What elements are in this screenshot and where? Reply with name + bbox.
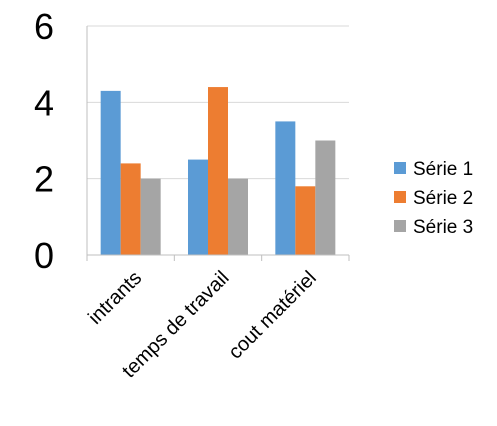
x-category-label-1: intrants	[84, 267, 146, 329]
legend-label-2: Série 2	[413, 188, 473, 209]
bar-2-1	[120, 163, 141, 255]
bar-2-2	[208, 87, 228, 255]
legend-swatch-3	[394, 220, 406, 232]
legend-swatch-1	[394, 162, 406, 174]
y-tick-label-6: 6	[34, 6, 54, 47]
legend-label-3: Série 3	[413, 217, 473, 238]
bar-3-3	[315, 140, 336, 255]
bar-3-2	[228, 178, 248, 255]
y-tick-label-4: 4	[34, 82, 54, 123]
bar-1-2	[188, 159, 208, 255]
bar-3-1	[140, 178, 161, 255]
y-tick-label-2: 2	[34, 159, 54, 200]
y-tick-label-0: 0	[34, 235, 54, 276]
bar-2-3	[295, 186, 316, 255]
legend: Série 1 Série 2 Série 3	[394, 159, 473, 238]
y-axis-tick-labels: 0 2 4 6	[34, 6, 54, 276]
bars	[100, 87, 336, 256]
bar-1-1	[100, 90, 121, 255]
x-category-label-3: cout matériel	[224, 267, 321, 364]
legend-swatch-2	[394, 191, 406, 203]
legend-label-1: Série 1	[413, 159, 473, 180]
bar-1-3	[275, 121, 296, 256]
axes	[86, 26, 350, 261]
